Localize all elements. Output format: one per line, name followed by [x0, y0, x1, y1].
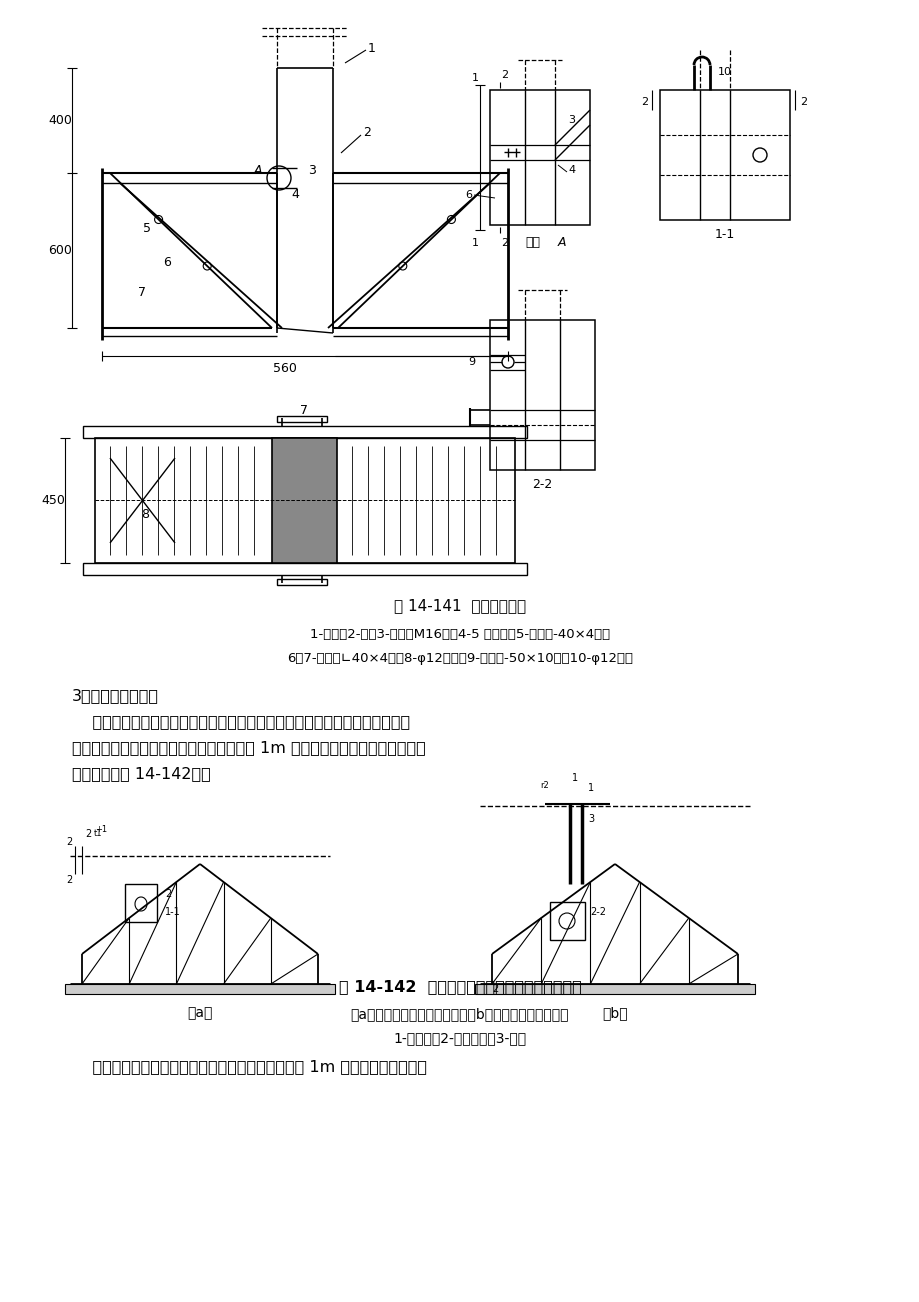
Bar — [474, 984, 754, 993]
Text: 1-屋架；2-柱；3-螺栓（M16）；4-5 号槽钢；5-扁钢（-40×4）；: 1-屋架；2-柱；3-螺栓（M16）；4-5 号槽钢；5-扁钢（-40×4）； — [310, 628, 609, 641]
Text: 2: 2 — [641, 98, 647, 107]
Text: 4: 4 — [290, 189, 299, 202]
Text: 9: 9 — [468, 357, 474, 367]
Text: A: A — [254, 164, 262, 177]
Text: 8: 8 — [141, 509, 149, 522]
Text: 400: 400 — [48, 115, 72, 128]
Text: 1-1: 1-1 — [165, 907, 180, 917]
Text: 5: 5 — [142, 221, 151, 234]
Text: 2: 2 — [363, 126, 370, 139]
Text: 2: 2 — [501, 238, 508, 247]
Bar — [272, 437, 336, 562]
Text: A: A — [558, 237, 566, 250]
Text: 2-2: 2-2 — [589, 907, 606, 917]
Bar — [550, 902, 584, 940]
Text: 1: 1 — [471, 238, 478, 247]
Text: 1: 1 — [368, 42, 376, 55]
Bar — [277, 417, 326, 422]
Text: 2: 2 — [85, 829, 91, 838]
Bar — [95, 437, 515, 562]
Text: 6、7-角钢（∟40×4）；8-φ12圆钢；9-钢板（-50×10）；10-φ12弯环: 6、7-角钢（∟40×4）；8-φ12圆钢；9-钢板（-50×10）；10-φ1… — [287, 652, 632, 665]
Bar — [659, 90, 789, 220]
Text: 6: 6 — [464, 190, 471, 201]
Text: 2: 2 — [800, 98, 806, 107]
Text: 3．钩挂安全带绳索: 3．钩挂安全带绳索 — [72, 687, 159, 703]
Bar — [65, 984, 335, 993]
Text: 600: 600 — [48, 243, 72, 256]
Text: 3: 3 — [587, 814, 594, 824]
Text: 1: 1 — [572, 773, 577, 783]
Text: 图 14-141  折登式操作台: 图 14-141 折登式操作台 — [393, 598, 526, 613]
Text: （a）钢丝绳沿屋架上弦设置；（b）用钢管将钢丝绳架高: （a）钢丝绳沿屋架上弦设置；（b）用钢管将钢丝绳架高 — [350, 1006, 569, 1021]
Text: 在屋架吊装中，沿屋架上弦系一根钢丝绳，并用钢筋钩环托起供钩挂安全带: 在屋架吊装中，沿屋架上弦系一根钢丝绳，并用钢筋钩环托起供钩挂安全带 — [72, 713, 410, 729]
Text: 3: 3 — [308, 164, 315, 177]
Text: 1: 1 — [471, 73, 478, 83]
Text: 2: 2 — [165, 889, 171, 898]
Bar — [490, 90, 589, 225]
Text: 7: 7 — [138, 286, 146, 299]
Text: 使用。也可在屋架上弦用钢管把钢丝绳架高 1m 左右，供钩挂安全带使用，并兼: 使用。也可在屋架上弦用钢管把钢丝绳架高 1m 左右，供钩挂安全带使用，并兼 — [72, 740, 425, 755]
Text: 图 14-142  在屋架上弦设钩挂安全带用的钢丝绳: 图 14-142 在屋架上弦设钩挂安全带用的钢丝绳 — [338, 979, 581, 993]
Text: 6: 6 — [163, 256, 171, 270]
Bar — [125, 884, 157, 922]
Text: 2-2: 2-2 — [531, 479, 551, 491]
Text: t1: t1 — [94, 829, 102, 838]
Text: 2: 2 — [501, 70, 508, 79]
Text: r2: r2 — [539, 781, 548, 790]
Text: 450: 450 — [41, 493, 65, 506]
Text: （a）: （a） — [187, 1006, 212, 1019]
Text: 在安装和校正吊车梁时，在柱间距吊车梁上平面约 1m 高处拉一根钢丝绳或: 在安装和校正吊车梁时，在柱间距吊车梁上平面约 1m 高处拉一根钢丝绳或 — [72, 1059, 426, 1074]
Text: 2: 2 — [67, 837, 73, 848]
Text: 10: 10 — [717, 66, 732, 77]
Text: 1: 1 — [587, 783, 594, 793]
Bar — [83, 426, 527, 437]
Bar — [490, 320, 595, 470]
Text: 2: 2 — [67, 875, 73, 885]
Text: 4: 4 — [567, 165, 574, 174]
Text: 节点: 节点 — [525, 237, 539, 250]
Text: 3: 3 — [567, 115, 574, 125]
Text: 7: 7 — [300, 404, 308, 417]
Text: 2: 2 — [492, 984, 498, 993]
Text: （b）: （b） — [602, 1006, 627, 1019]
Bar — [277, 579, 326, 585]
Bar — [83, 562, 527, 575]
Text: 560: 560 — [273, 362, 297, 375]
Text: 作扶手用（图 14-142）。: 作扶手用（图 14-142）。 — [72, 766, 210, 781]
Text: +1: +1 — [95, 824, 107, 833]
Text: 1-1: 1-1 — [714, 228, 734, 241]
Text: 1-钢丝绳；2-钢筋钩环；3-钢管: 1-钢丝绳；2-钢筋钩环；3-钢管 — [393, 1031, 526, 1046]
